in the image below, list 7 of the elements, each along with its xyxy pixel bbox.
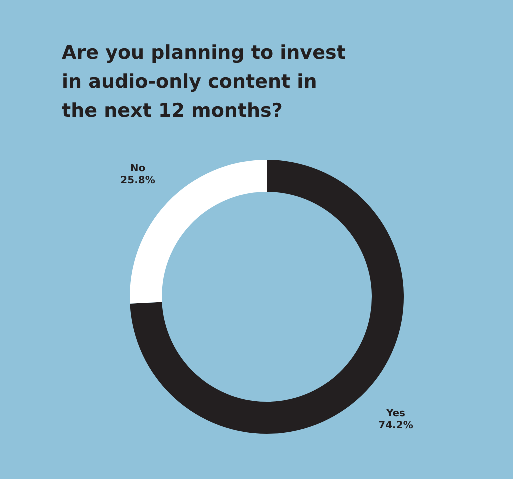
text: the next 12 months? [62, 100, 283, 122]
slice-label: No [130, 163, 146, 174]
text: Are you planning to invest [62, 42, 346, 64]
slice-label: Yes [385, 408, 406, 420]
text: in audio-only content in [62, 71, 318, 93]
data-label: 25.8% [120, 175, 156, 186]
data-label: 74.2% [378, 420, 414, 432]
